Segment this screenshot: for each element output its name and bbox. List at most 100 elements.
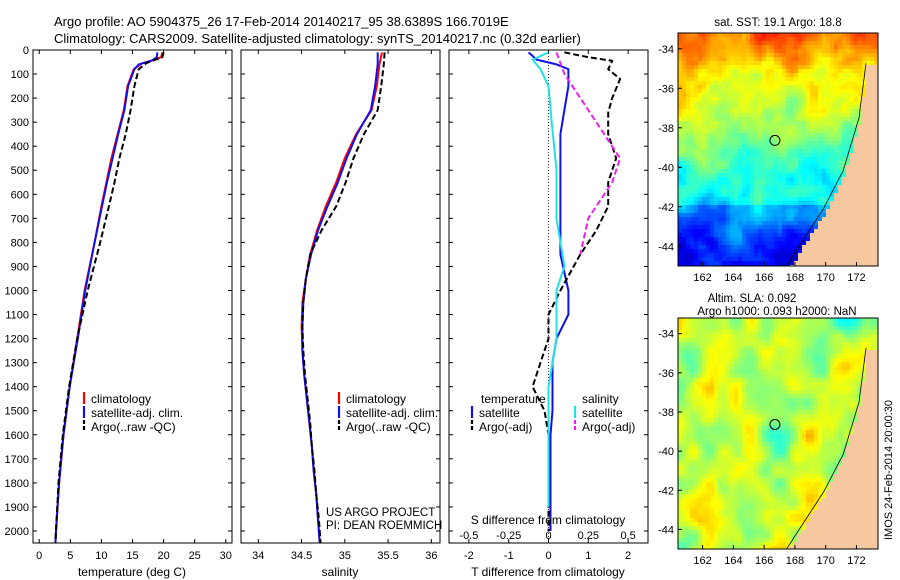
map-cell xyxy=(782,121,787,126)
map-cell xyxy=(830,322,835,327)
map-cell xyxy=(778,101,783,106)
depth-tick-label: 700 xyxy=(11,213,29,225)
map-cell xyxy=(858,213,863,218)
map-cell xyxy=(862,237,867,242)
map-cell xyxy=(794,370,799,375)
map-cell xyxy=(818,109,823,114)
map-cell xyxy=(714,169,719,174)
map-cell xyxy=(866,69,871,74)
map-cell xyxy=(686,237,691,242)
map-cell xyxy=(766,394,771,399)
map-cell xyxy=(710,237,715,242)
map-cell xyxy=(698,414,703,419)
map-cell xyxy=(814,386,819,391)
map-cell xyxy=(798,422,803,427)
map-cell xyxy=(714,105,719,110)
map-cell xyxy=(782,53,787,58)
map-cell xyxy=(802,121,807,126)
map-cell xyxy=(862,141,867,146)
map-cell xyxy=(770,165,775,170)
map-cell xyxy=(798,350,803,355)
map-cell xyxy=(754,422,759,427)
map-cell xyxy=(798,129,803,134)
map-cell xyxy=(842,378,847,383)
map-cell xyxy=(794,241,799,246)
map-cell xyxy=(706,446,711,451)
map-cell xyxy=(690,225,695,230)
map-cell xyxy=(790,362,795,367)
map-cell xyxy=(770,57,775,62)
map-cell xyxy=(790,374,795,379)
map-cell xyxy=(734,53,739,58)
map-cell xyxy=(854,354,859,359)
map-cell xyxy=(806,221,811,226)
map-cell xyxy=(694,109,699,114)
map-cell xyxy=(866,37,871,42)
map-cell xyxy=(858,185,863,190)
map-cell xyxy=(710,81,715,86)
map-cell xyxy=(794,57,799,62)
map-cell xyxy=(694,362,699,367)
map-cell xyxy=(730,45,735,50)
map-cell xyxy=(830,213,835,218)
map-cell xyxy=(718,141,723,146)
map-cell xyxy=(746,85,751,90)
map-cell xyxy=(774,350,779,355)
map-cell xyxy=(838,342,843,347)
map-cell xyxy=(790,97,795,102)
map-cell xyxy=(798,362,803,367)
map-cell xyxy=(810,378,815,383)
map-cell xyxy=(782,89,787,94)
map-cell xyxy=(726,185,731,190)
map-cell xyxy=(706,338,711,343)
map-cell xyxy=(842,229,847,234)
map-cell xyxy=(774,81,779,86)
map-cell xyxy=(802,157,807,162)
map-cell xyxy=(678,97,683,102)
map-cell xyxy=(838,117,843,122)
map-cell xyxy=(694,406,699,411)
map-cell xyxy=(858,418,863,423)
map-cell xyxy=(698,458,703,463)
map-cell xyxy=(738,129,743,134)
map-cell xyxy=(814,346,819,351)
map-cell xyxy=(810,338,815,343)
map-cell xyxy=(742,181,747,186)
map-cell xyxy=(818,442,823,447)
map-cell xyxy=(778,338,783,343)
map-cell xyxy=(786,173,791,178)
map-cell xyxy=(774,117,779,122)
map-cell xyxy=(818,338,823,343)
map-cell xyxy=(826,233,831,238)
map-cell xyxy=(786,426,791,431)
map-cell xyxy=(734,65,739,70)
map-cell xyxy=(806,366,811,371)
map-cell xyxy=(790,181,795,186)
map-cell xyxy=(766,386,771,391)
map-cell xyxy=(766,213,771,218)
map-cell xyxy=(722,229,727,234)
map-cell xyxy=(810,426,815,431)
map-cell xyxy=(866,221,871,226)
map-cell xyxy=(778,69,783,74)
map-cell xyxy=(842,69,847,74)
map-cell xyxy=(870,129,875,134)
map-cell xyxy=(718,390,723,395)
map-cell xyxy=(750,414,755,419)
map-cell xyxy=(754,121,759,126)
map-cell xyxy=(782,157,787,162)
map-cell xyxy=(742,394,747,399)
map-cell xyxy=(714,97,719,102)
map-cell xyxy=(734,233,739,238)
map-cell xyxy=(746,49,751,54)
map-cell xyxy=(826,137,831,142)
map-cell xyxy=(858,249,863,254)
map-cell xyxy=(774,426,779,431)
map-cell xyxy=(874,185,878,190)
map-cell xyxy=(726,117,731,122)
map-cell xyxy=(790,113,795,118)
map-cell xyxy=(762,121,767,126)
map-cell xyxy=(734,390,739,395)
map-cell xyxy=(786,217,791,222)
map-cell xyxy=(802,61,807,66)
